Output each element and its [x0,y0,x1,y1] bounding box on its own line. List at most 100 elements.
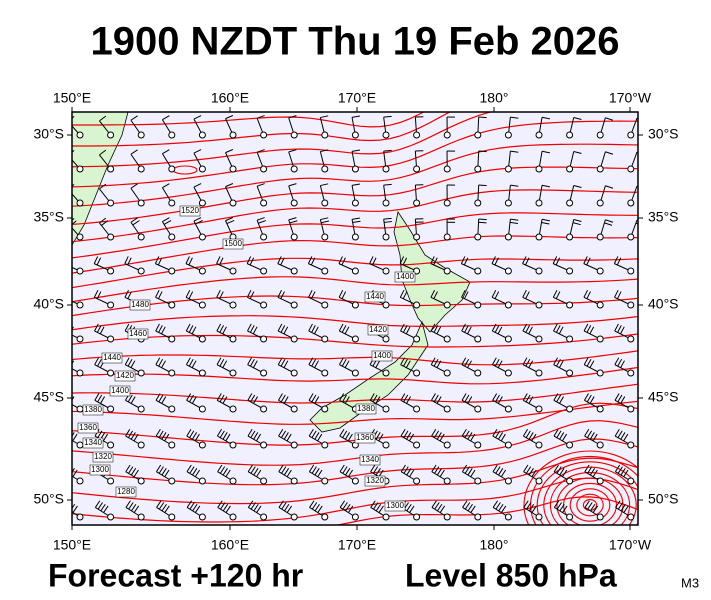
barb-feather [592,433,598,442]
station [504,513,512,521]
station [290,233,298,241]
barb-feather [500,505,507,513]
barb-feather [256,217,265,221]
station [474,165,482,173]
station [229,131,237,139]
contour-line [72,112,425,128]
barb-feather [614,289,619,298]
station [260,165,268,173]
station [596,369,604,377]
contour-label-box [364,291,386,303]
station [137,477,145,485]
station [535,233,543,241]
model-code: M3 [681,575,699,590]
station [260,441,268,449]
station [290,441,298,449]
barb-feather [470,505,476,513]
barb-feather [510,150,519,153]
barb-feather [461,464,468,472]
barb-feather [400,464,406,472]
barb-feather [409,469,415,478]
station [627,369,635,377]
barb-feather [64,256,67,263]
station [443,405,451,413]
contour-line [72,315,638,331]
station [321,513,329,521]
station [137,131,145,139]
barb-feather [372,394,378,403]
station [627,301,635,309]
barb-feather [623,505,629,513]
barb-feather [72,218,75,221]
barb-feather [338,289,344,298]
barb-feather [341,257,346,266]
barb-feather [467,468,473,476]
barb-feather [191,432,198,440]
station [627,267,635,275]
barb-feather [617,358,623,367]
barb-feather [253,432,259,440]
barb-feather [157,257,163,266]
barb-feather [186,500,193,508]
station [474,513,482,521]
contour-label-box [394,271,416,283]
low-contour [556,477,624,525]
barb-feather [403,358,408,367]
barb-feather [370,464,376,472]
contour-label-box [384,500,406,512]
contour-label-box [77,422,99,434]
barb-feather [589,432,595,440]
station [413,131,421,139]
barb-feather [191,360,197,368]
barb-feather [383,115,392,118]
barb-feather [320,115,329,119]
barb-feather [249,257,255,266]
barb-feather [158,325,163,333]
barb-feather [541,150,550,154]
barb-feather [163,220,172,225]
barb-feather [561,433,568,442]
station [535,301,543,309]
station [260,477,268,485]
barb-feather [317,469,323,478]
station [168,441,176,449]
barb-feather [219,257,224,266]
station [321,477,329,485]
station [229,165,237,173]
barb-feather [158,502,165,510]
station [198,165,206,173]
title: 1900 NZDT Thu 19 Feb 2026 [90,20,619,64]
barb-feather [307,256,313,264]
barb-feather [430,256,435,264]
barb-feather [434,502,440,510]
barb-feather [478,218,487,221]
station [321,267,329,275]
contour-labels: 1520 1500 1480 1460 1440 1420 1400 1380 1360 1340… [77,205,416,512]
barb-feather [491,289,497,298]
station [413,199,421,207]
barb-feather [222,326,227,335]
barb-feather [525,358,531,367]
barb-feather [93,289,99,298]
contour-label-box [354,432,376,444]
barb-feather [99,183,107,190]
barb-feather [311,325,316,333]
barb-feather [130,149,138,155]
station [382,131,390,139]
barb-feather [464,466,470,474]
station [596,441,604,449]
contour-line [72,257,638,289]
barb-feather [433,358,439,367]
barb-feather [186,393,192,401]
barb-feather [64,358,68,365]
barb-feather [467,503,473,512]
station [260,199,268,207]
barb-feather [217,500,223,508]
barb-feather [277,357,283,365]
barb-feather [541,221,550,225]
barb-feather [164,469,170,478]
barb-feather [288,149,297,153]
barb-feather [430,357,436,365]
station [76,513,84,521]
barb-feather [553,500,560,508]
